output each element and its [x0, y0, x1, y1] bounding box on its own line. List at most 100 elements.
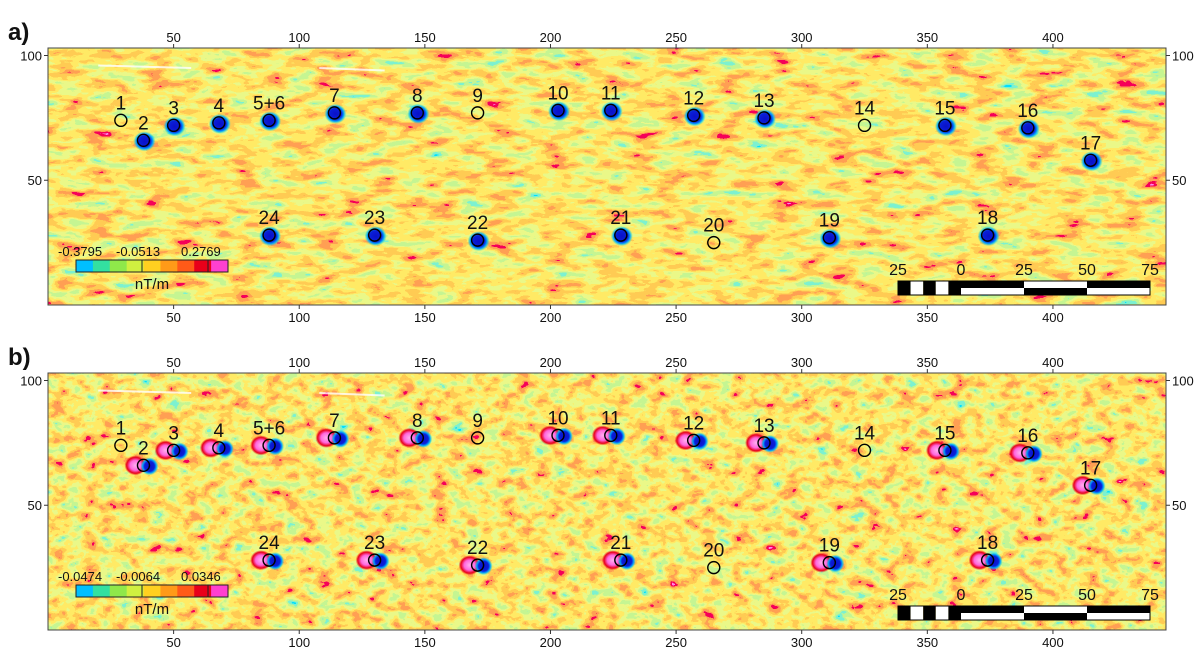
target-label: 20 — [703, 541, 724, 562]
target-label: 18 — [977, 533, 998, 554]
y-tick-label-left: 50 — [28, 498, 42, 513]
target-label: 3 — [168, 423, 179, 444]
target-label: 13 — [753, 416, 774, 437]
target-marker[interactable] — [470, 431, 485, 445]
target-label: 20 — [703, 216, 724, 237]
target-marker[interactable] — [707, 560, 721, 575]
colorbar-segment — [76, 260, 94, 272]
target-label: 22 — [467, 213, 488, 234]
colorbar-segment — [177, 585, 195, 597]
target-marker[interactable] — [470, 558, 485, 572]
target-marker[interactable] — [262, 228, 276, 242]
target-marker[interactable] — [938, 118, 952, 133]
target-marker[interactable] — [410, 106, 425, 120]
x-tick-label-bottom: 350 — [916, 310, 938, 325]
target-marker[interactable] — [327, 431, 342, 445]
scale-bar-block — [923, 288, 936, 295]
target-label: 13 — [753, 91, 774, 112]
scale-bar-block — [923, 606, 936, 613]
target-marker[interactable] — [1021, 121, 1035, 135]
target-label: 5+6 — [253, 93, 285, 114]
target-marker[interactable] — [166, 118, 181, 133]
colorbar-segment — [194, 585, 212, 597]
scale-bar-block — [935, 281, 949, 288]
target-label: 14 — [854, 423, 876, 444]
target-marker[interactable] — [980, 553, 995, 567]
scale-bar-block — [1087, 606, 1150, 613]
scale-bar-block — [910, 281, 924, 288]
target-label: 8 — [412, 86, 423, 107]
target-marker[interactable] — [367, 228, 382, 242]
colorbar: -0.0474 -0.0064 0.0346 nT/m — [58, 569, 229, 618]
target-label: 5+6 — [253, 418, 285, 439]
target-label: 11 — [601, 83, 621, 104]
target-label: 21 — [610, 208, 631, 229]
scale-bar-block — [935, 606, 949, 613]
target-marker[interactable] — [822, 230, 837, 245]
target-marker[interactable] — [327, 106, 342, 120]
target-marker[interactable] — [212, 441, 226, 455]
target-marker[interactable] — [614, 553, 628, 567]
target-marker[interactable] — [367, 553, 382, 567]
scale-bar-block — [935, 288, 949, 295]
target-marker[interactable] — [166, 443, 181, 458]
target-marker[interactable] — [604, 428, 618, 443]
target-marker[interactable] — [262, 553, 276, 567]
target-marker[interactable] — [686, 433, 701, 448]
target-marker[interactable] — [857, 443, 872, 458]
scale-bar-block — [1024, 288, 1087, 295]
y-tick-label-left: 50 — [28, 173, 42, 188]
target-marker[interactable] — [757, 436, 771, 450]
target-label: 10 — [547, 83, 568, 104]
y-tick-label-right: 100 — [1172, 48, 1194, 63]
target-marker[interactable] — [551, 428, 565, 443]
scale-bar-block — [935, 613, 949, 620]
target-label: 18 — [977, 208, 998, 229]
x-tick-label-top: 50 — [166, 30, 180, 45]
target-label: 1 — [116, 93, 127, 114]
target-label: 16 — [1017, 426, 1038, 447]
target-marker[interactable] — [1083, 478, 1098, 492]
target-label: 22 — [467, 538, 488, 559]
scale-bar: 25 0 25 50 75 — [889, 587, 1159, 621]
x-tick-label-bottom: 250 — [665, 635, 687, 650]
target-marker[interactable] — [686, 108, 701, 123]
target-marker[interactable] — [938, 443, 952, 458]
target-marker[interactable] — [980, 228, 995, 242]
target-marker[interactable] — [410, 431, 425, 445]
target-marker[interactable] — [114, 438, 128, 453]
target-marker[interactable] — [614, 228, 628, 242]
target-marker[interactable] — [1083, 153, 1098, 167]
target-marker[interactable] — [857, 118, 872, 133]
x-tick-label-top: 200 — [540, 355, 562, 370]
scale-bar-label: 75 — [1141, 262, 1159, 279]
target-marker[interactable] — [136, 133, 151, 148]
x-tick-label-bottom: 100 — [288, 635, 310, 650]
scale-bar-label: 50 — [1078, 262, 1096, 279]
x-tick-label-bottom: 300 — [791, 310, 813, 325]
panel-letter: b) — [8, 344, 31, 371]
target-marker[interactable] — [1021, 446, 1035, 460]
target-marker[interactable] — [757, 111, 771, 125]
target-marker[interactable] — [551, 103, 565, 118]
scale-bar-block — [1087, 281, 1150, 288]
target-marker[interactable] — [707, 235, 721, 250]
scale-bar-block — [1024, 606, 1087, 613]
target-label: 19 — [819, 536, 840, 557]
target-marker[interactable] — [470, 233, 485, 247]
target-marker[interactable] — [114, 113, 128, 128]
colorbar-tick-label: -0.0474 — [58, 569, 102, 584]
target-marker[interactable] — [262, 113, 276, 128]
target-marker[interactable] — [212, 116, 226, 130]
x-tick-label-bottom: 150 — [414, 635, 436, 650]
colorbar-segment — [177, 260, 195, 272]
scale-bar-block — [961, 281, 1024, 288]
target-marker[interactable] — [604, 103, 618, 118]
x-tick-label-top: 200 — [540, 30, 562, 45]
scale-bar-block — [961, 606, 1024, 613]
target-marker[interactable] — [470, 106, 485, 120]
x-tick-label-top: 100 — [288, 30, 310, 45]
target-marker[interactable] — [136, 458, 151, 473]
target-marker[interactable] — [262, 438, 276, 453]
target-marker[interactable] — [822, 555, 837, 570]
